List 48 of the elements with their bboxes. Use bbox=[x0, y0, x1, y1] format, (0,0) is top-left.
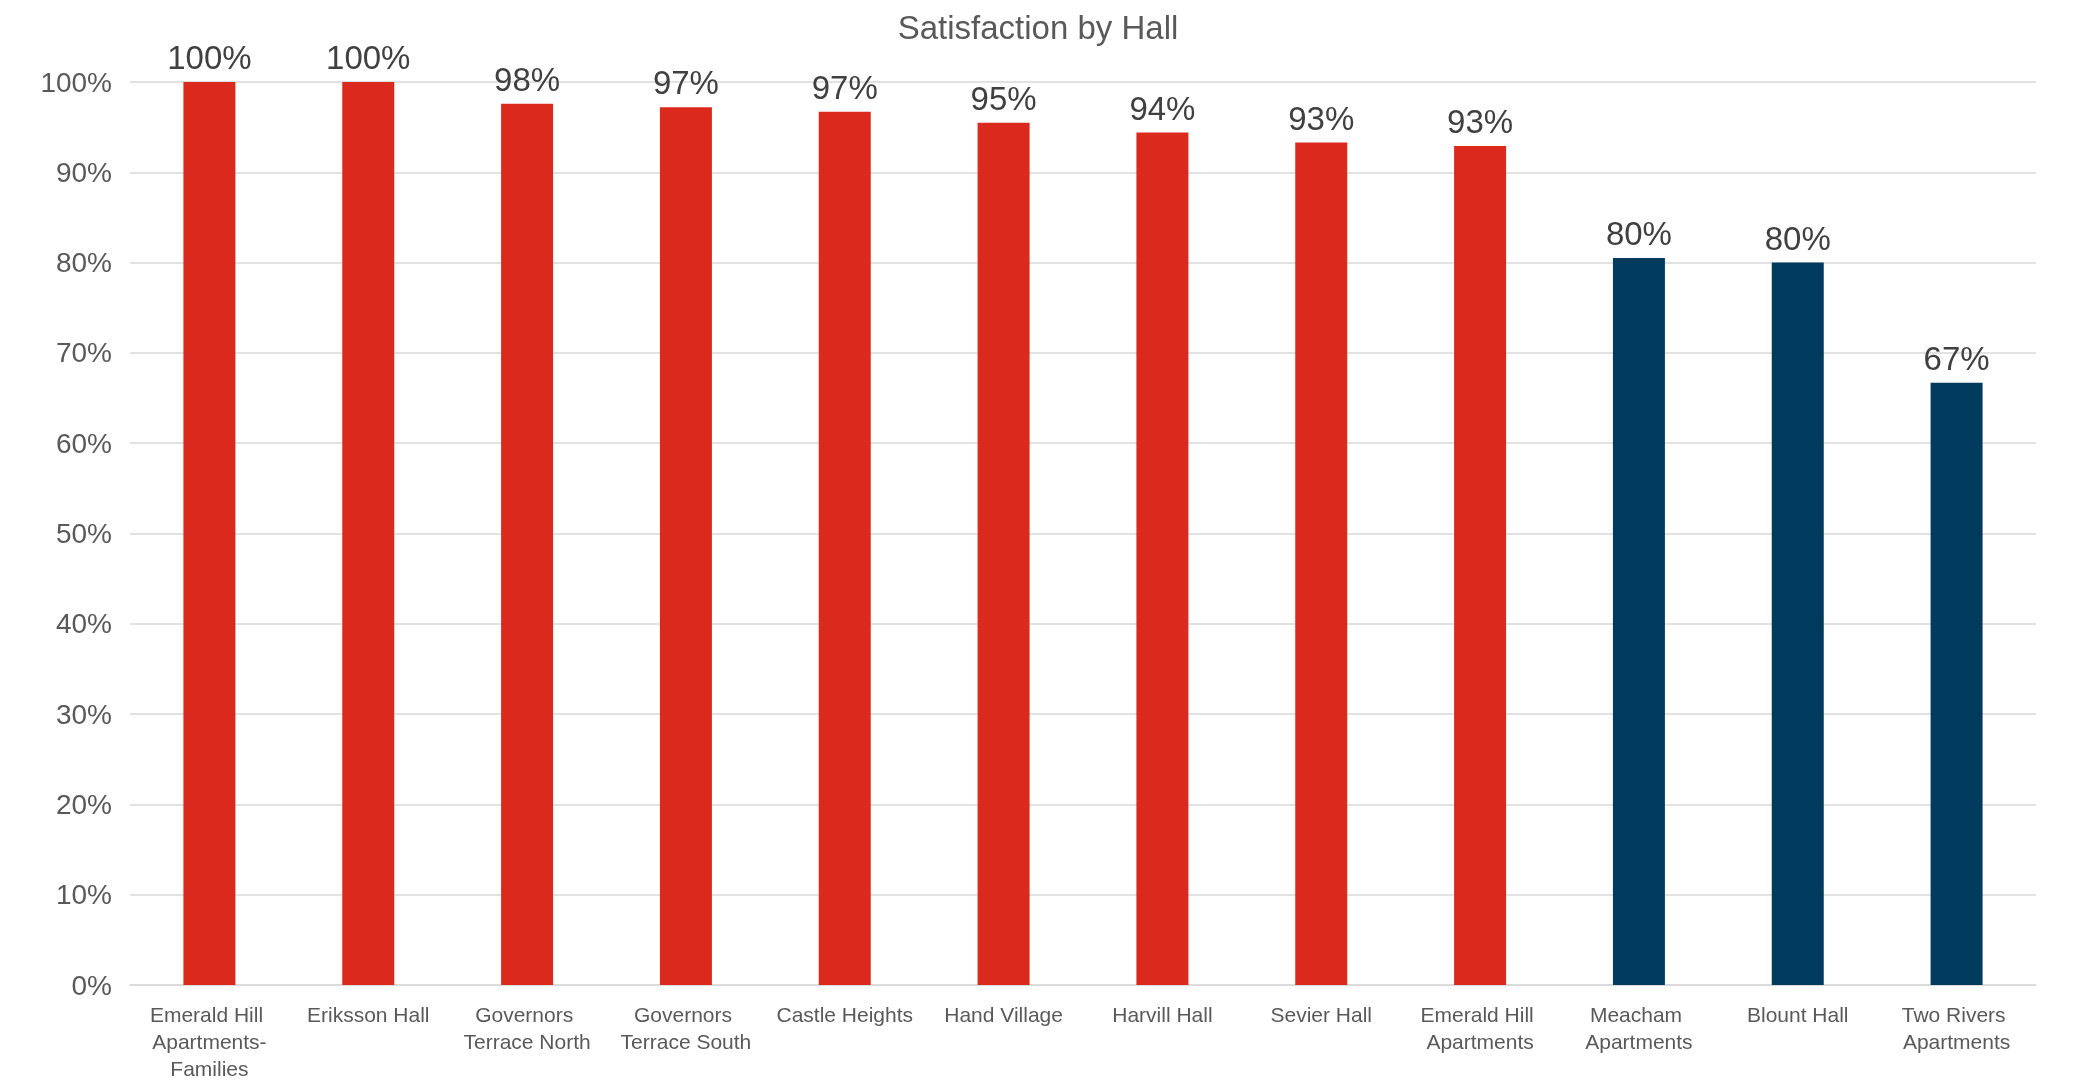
x-tick-label: Sevier Hall bbox=[1270, 1003, 1373, 1026]
chart-title: Satisfaction by Hall bbox=[897, 9, 1179, 46]
x-tick-label: Emerald Hill Apartments-Families bbox=[149, 1003, 269, 1080]
x-tick-label: Emerald Hill Apartments bbox=[1420, 1003, 1540, 1053]
x-tick-label: Harvill Hall bbox=[1112, 1003, 1213, 1026]
x-tick-label: Blount Hall bbox=[1746, 1003, 1849, 1026]
bar bbox=[1771, 262, 1824, 985]
bar bbox=[1930, 382, 1983, 985]
bar bbox=[1136, 132, 1189, 985]
data-label: 100% bbox=[326, 39, 411, 76]
x-tick-label: Governors Terrace North bbox=[463, 1003, 591, 1053]
y-tick-label: 30% bbox=[55, 698, 112, 730]
bar bbox=[1612, 258, 1665, 985]
y-tick-label: 70% bbox=[55, 337, 112, 369]
bar bbox=[818, 111, 871, 985]
y-tick-label: 60% bbox=[55, 427, 112, 459]
bar bbox=[659, 107, 712, 985]
y-tick-label: 80% bbox=[55, 247, 112, 279]
bar bbox=[977, 122, 1030, 985]
data-label: 95% bbox=[970, 79, 1037, 117]
x-tick-label: Two Rivers Apartments bbox=[1901, 1003, 2012, 1053]
y-tick-label: 10% bbox=[55, 879, 112, 911]
bar bbox=[1454, 146, 1507, 985]
bar bbox=[501, 103, 554, 985]
data-label: 80% bbox=[1605, 215, 1672, 253]
x-tick-label: Eriksson Hall bbox=[306, 1003, 430, 1026]
data-label: 100% bbox=[167, 39, 252, 76]
x-tick-label: Meacham Apartments bbox=[1585, 1003, 1693, 1053]
x-tick-label: Hand Village bbox=[944, 1003, 1063, 1026]
data-label: 97% bbox=[652, 64, 719, 102]
bar bbox=[342, 82, 395, 985]
data-label: 67% bbox=[1923, 339, 1990, 377]
y-tick-label: 40% bbox=[55, 608, 112, 640]
y-tick-label: 100% bbox=[40, 66, 112, 98]
data-label: 93% bbox=[1288, 99, 1355, 137]
x-tick-label: Castle Heights bbox=[776, 1003, 914, 1026]
y-tick-label: 0% bbox=[71, 969, 112, 1001]
bar bbox=[183, 82, 236, 985]
y-tick-label: 90% bbox=[55, 156, 112, 188]
y-tick-label: 20% bbox=[55, 788, 112, 820]
bar bbox=[1295, 142, 1348, 985]
x-tick-label: Governors Terrace South bbox=[620, 1003, 752, 1053]
y-tick-label: 50% bbox=[55, 518, 112, 549]
data-label: 97% bbox=[811, 68, 878, 106]
data-label: 80% bbox=[1764, 219, 1831, 257]
data-label: 93% bbox=[1447, 103, 1514, 141]
data-label: 98% bbox=[494, 60, 561, 98]
data-label: 94% bbox=[1129, 89, 1196, 127]
